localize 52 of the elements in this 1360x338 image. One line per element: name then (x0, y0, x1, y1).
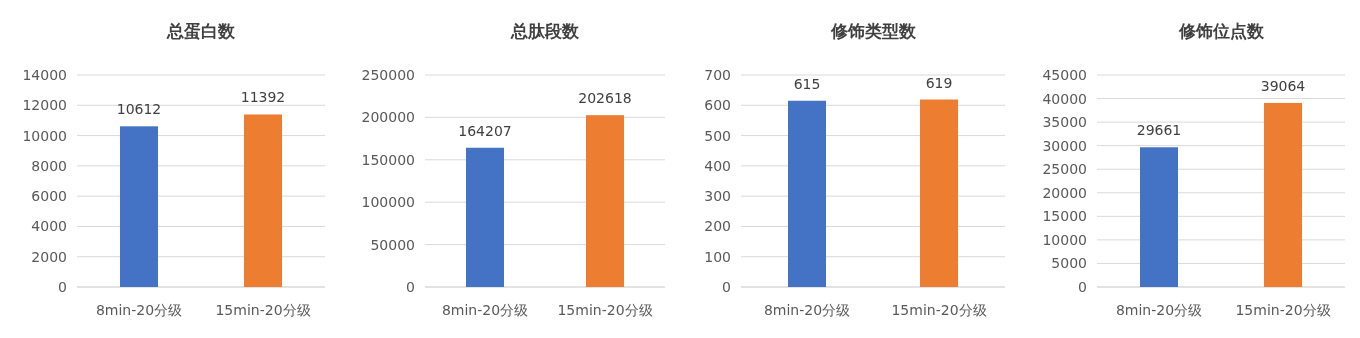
chart-title: 修饰位点数 (1177, 21, 1265, 41)
y-tick-label: 20000 (1042, 184, 1087, 201)
y-tick-label: 200 (704, 218, 731, 235)
y-tick-label: 10000 (1042, 231, 1087, 248)
y-tick-label: 45000 (1042, 67, 1087, 83)
chart-title: 总蛋白数 (166, 21, 236, 41)
y-tick-label: 10000 (22, 127, 67, 144)
y-tick-label: 14000 (22, 67, 67, 83)
y-tick-label: 30000 (1042, 137, 1087, 154)
y-tick-label: 250000 (361, 67, 415, 83)
y-tick-label: 0 (722, 279, 731, 295)
y-tick-label: 700 (704, 67, 731, 83)
y-tick-label: 40000 (1042, 90, 1087, 107)
x-tick-label: 8min-20分级 (95, 302, 183, 318)
y-tick-label: 15000 (1042, 208, 1087, 225)
y-tick-label: 0 (406, 279, 415, 295)
y-tick-label: 8000 (31, 157, 67, 174)
x-tick-label: 8min-20分级 (441, 302, 529, 318)
y-tick-label: 6000 (31, 188, 67, 205)
y-tick-label: 100000 (361, 194, 415, 211)
y-tick-label: 12000 (22, 97, 67, 114)
y-tick-label: 600 (704, 97, 731, 114)
y-tick-label: 400 (704, 157, 731, 174)
y-tick-label: 35000 (1042, 114, 1087, 131)
data-label: 619 (925, 74, 953, 91)
data-label: 164207 (458, 122, 512, 139)
y-tick-label: 300 (704, 188, 731, 205)
data-label: 11392 (240, 89, 286, 106)
data-label: 39064 (1260, 77, 1306, 94)
x-tick-label: 8min-20分级 (1115, 302, 1203, 318)
y-tick-label: 0 (58, 279, 67, 295)
y-tick-label: 5000 (1051, 255, 1087, 272)
y-tick-label: 150000 (361, 151, 415, 168)
y-tick-label: 200000 (361, 109, 415, 126)
data-label: 29661 (1136, 122, 1182, 139)
y-tick-label: 100 (704, 248, 731, 265)
data-label: 10612 (116, 101, 162, 118)
y-tick-label: 500 (704, 127, 731, 144)
x-tick-label: 15min-20分级 (891, 302, 987, 318)
x-tick-label: 8min-20分级 (763, 302, 851, 318)
x-tick-label: 15min-20分级 (1235, 302, 1331, 318)
y-tick-label: 0 (1078, 279, 1087, 295)
y-tick-label: 2000 (31, 248, 67, 265)
y-tick-label: 50000 (370, 236, 415, 253)
chart-title: 总肽段数 (510, 21, 580, 41)
y-tick-label: 25000 (1042, 161, 1087, 178)
y-tick-label: 4000 (31, 218, 67, 235)
x-tick-label: 15min-20分级 (557, 302, 653, 318)
chart-title: 修饰类型数 (829, 21, 917, 41)
data-label: 615 (793, 75, 821, 92)
data-label: 202618 (578, 90, 632, 107)
x-tick-label: 15min-20分级 (215, 302, 311, 318)
